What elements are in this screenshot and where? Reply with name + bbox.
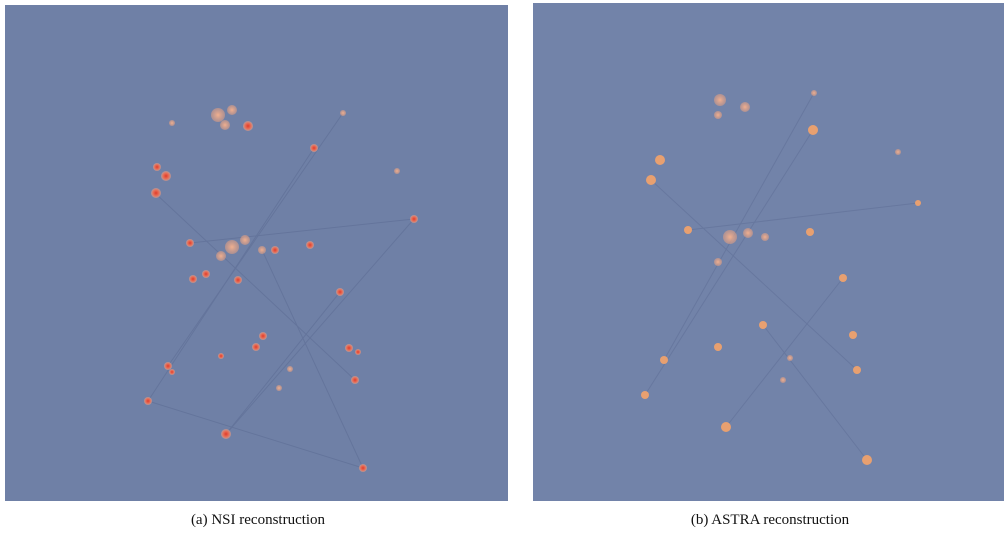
images <box>0 0 1006 510</box>
image-background <box>5 5 508 501</box>
astra-image <box>533 3 1004 501</box>
caption: (b) ASTRA reconstruction <box>570 512 970 529</box>
nsi-image <box>5 5 508 501</box>
caption: (a) NSI reconstruction <box>58 512 458 529</box>
image-background <box>533 3 1004 501</box>
figure: (a) NSI reconstruction (b) ASTRA reconst… <box>0 0 1006 541</box>
